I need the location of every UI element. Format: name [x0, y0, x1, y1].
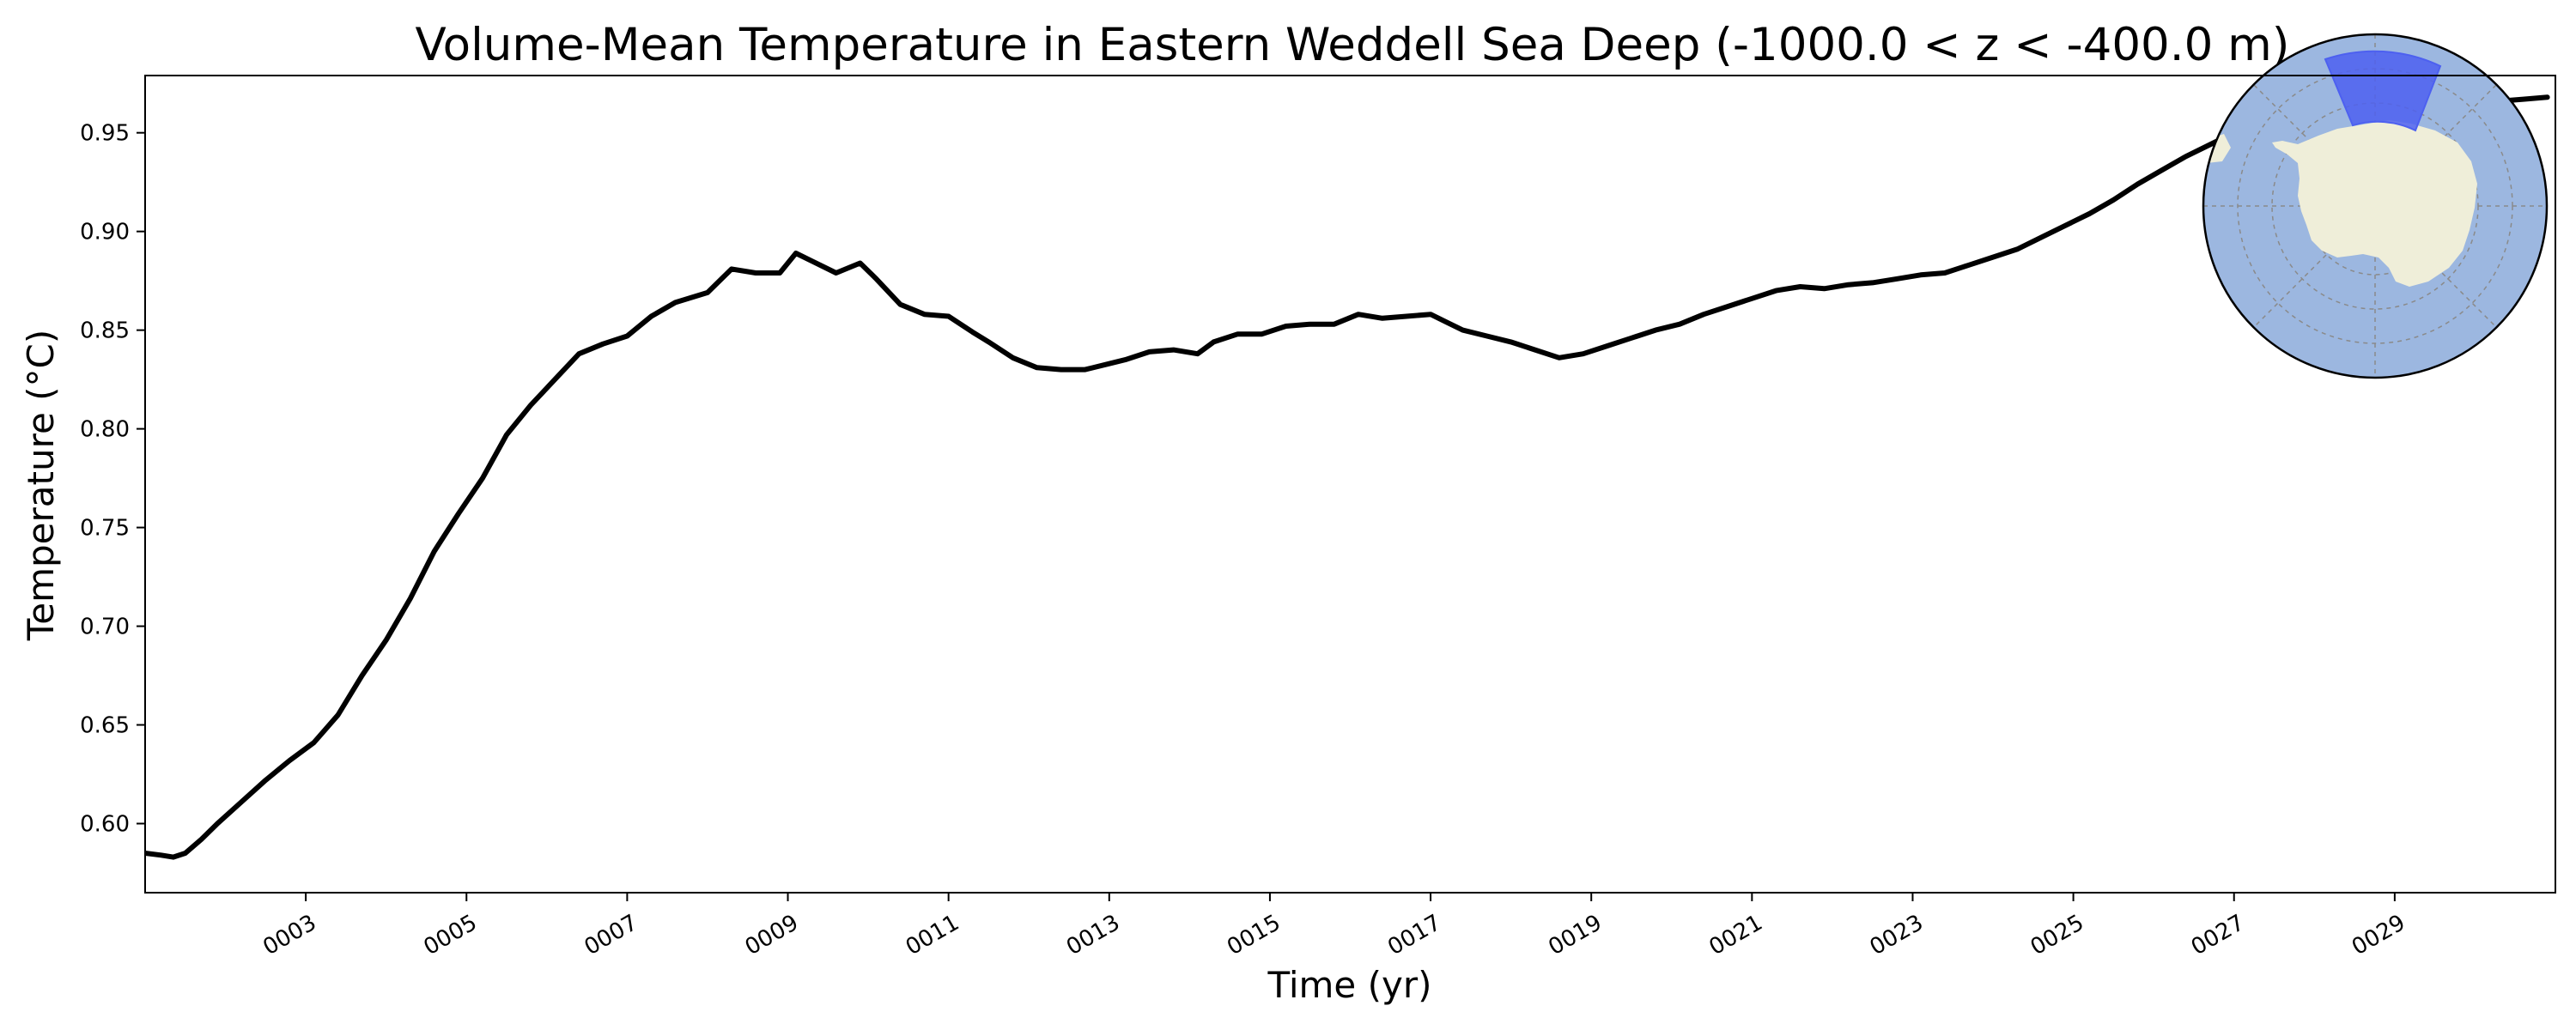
y-tick-label: 0.80 — [80, 417, 130, 443]
y-tick-label: 0.95 — [80, 121, 130, 147]
series-line-temperature — [145, 94, 2550, 860]
y-tick-label: 0.60 — [80, 812, 130, 838]
map-content — [2203, 34, 2547, 378]
antarctica-landmass — [2272, 120, 2477, 287]
eastern-weddell-region — [2324, 50, 2442, 132]
y-tick-label: 0.90 — [80, 220, 130, 245]
plot-frame — [144, 75, 2556, 894]
plot-area — [145, 94, 2550, 860]
inset-map — [2202, 33, 2549, 379]
y-tick-label: 0.65 — [80, 713, 130, 739]
y-axis-label: Temperature (°C) — [20, 330, 62, 642]
y-tick-label: 0.70 — [80, 615, 130, 640]
x-axis-label: Time (yr) — [1267, 964, 1431, 1006]
map-border — [2202, 33, 2549, 379]
y-tick-label: 0.75 — [80, 516, 130, 542]
y-tick-label: 0.85 — [80, 318, 130, 344]
y-axis-ticks: 0.60 0.65 0.70 0.75 0.80 0.85 0.90 0.95 — [80, 121, 145, 838]
chart-title: Volume-Mean Temperature in Eastern Wedde… — [416, 19, 2290, 71]
